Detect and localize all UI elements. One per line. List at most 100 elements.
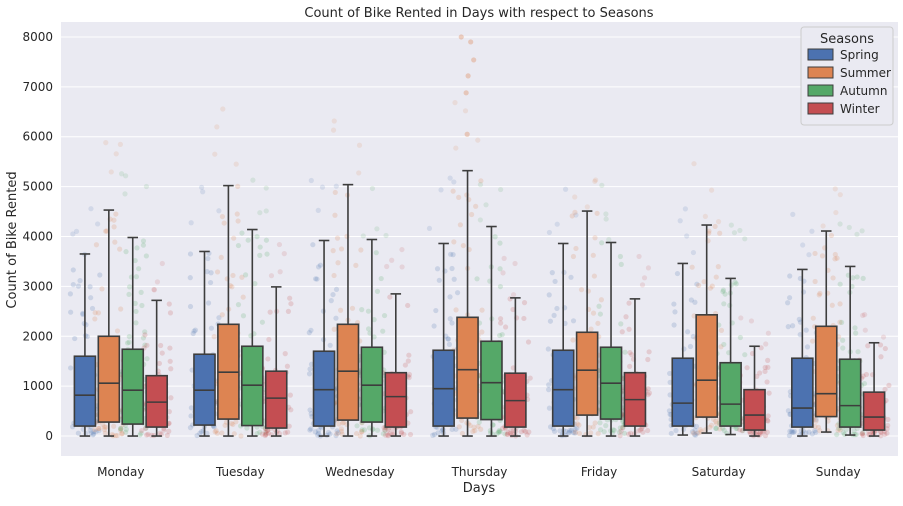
strip-point <box>77 278 83 284</box>
strip-point <box>861 381 868 387</box>
strip-point <box>733 281 739 287</box>
strip-point <box>234 211 240 217</box>
strip-point <box>472 428 478 434</box>
strip-point <box>239 274 245 280</box>
strip-point <box>885 422 891 429</box>
strip-point <box>144 342 150 348</box>
strip-point <box>111 423 117 429</box>
strip-point <box>765 357 771 363</box>
strip-point <box>333 183 339 189</box>
strip-point <box>434 266 441 272</box>
strip-point <box>797 332 803 338</box>
strip-point <box>853 330 859 336</box>
strip-point <box>565 430 572 436</box>
strip-point <box>67 365 74 371</box>
strip-point <box>597 427 604 433</box>
strip-point <box>216 208 222 214</box>
strip-point <box>285 429 291 435</box>
strip-point <box>862 312 868 318</box>
strip-point <box>405 358 411 364</box>
strip-point <box>263 185 269 191</box>
strip-point <box>832 186 838 192</box>
strip-point <box>673 427 679 434</box>
strip-point <box>204 269 210 275</box>
strip-point <box>748 318 755 324</box>
strip-point <box>197 430 203 436</box>
strip-point <box>102 430 109 436</box>
strip-point <box>199 184 205 190</box>
strip-point <box>151 286 157 293</box>
strip-point <box>353 431 360 437</box>
legend-title: Seasons <box>820 32 874 47</box>
legend-swatch-spring <box>807 48 834 61</box>
strip-point <box>331 272 337 279</box>
strip-point <box>590 310 597 316</box>
box-winter <box>862 391 886 431</box>
strip-point <box>886 382 892 388</box>
strip-point <box>338 428 345 434</box>
strip-point <box>603 216 609 222</box>
strip-point <box>123 429 129 435</box>
legend-label: Winter <box>840 102 880 116</box>
strip-point <box>865 343 871 349</box>
strip-point <box>702 213 708 220</box>
legend: Seasons Spring Summer Autumn Winter <box>800 26 894 126</box>
strip-point <box>97 272 103 278</box>
strip-point <box>806 252 812 258</box>
strip-point <box>222 422 228 428</box>
strip-point <box>692 427 698 433</box>
strip-point <box>809 228 815 234</box>
strip-point <box>713 418 719 424</box>
strip-point <box>117 141 123 147</box>
strip-point <box>254 431 260 437</box>
strip-point <box>244 425 250 431</box>
strip-point <box>576 430 583 437</box>
strip-point <box>381 312 388 319</box>
strip-point <box>126 284 133 290</box>
strip-point <box>696 282 702 289</box>
strip-point <box>133 320 139 326</box>
strip-point <box>688 297 694 303</box>
strip-point <box>595 431 601 437</box>
strip-point <box>228 420 235 427</box>
strip-point <box>114 432 120 439</box>
strip-point <box>108 169 114 175</box>
strip-point <box>338 246 345 252</box>
strip-point <box>308 327 314 333</box>
strip-point <box>603 423 609 429</box>
strip-point <box>80 310 86 316</box>
strip-point <box>117 246 123 252</box>
strip-point <box>119 430 125 436</box>
strip-point <box>687 343 694 350</box>
strip-point <box>448 251 454 257</box>
strip-point <box>433 307 439 314</box>
strip-point <box>569 213 575 219</box>
strip-point <box>208 270 214 276</box>
strip-point <box>709 283 715 289</box>
strip-point <box>282 430 288 436</box>
strip-point <box>469 211 475 218</box>
strip-point <box>721 427 727 434</box>
strip-point <box>113 432 119 439</box>
strip-point <box>757 430 763 436</box>
strip-point <box>252 281 258 287</box>
strip-point <box>787 295 793 301</box>
strip-point <box>88 430 94 436</box>
strip-point <box>459 417 465 423</box>
strip-point <box>142 342 148 348</box>
strip-point <box>230 272 236 279</box>
strip-point <box>449 320 455 326</box>
box-summer <box>97 335 121 423</box>
strip-point <box>859 431 866 437</box>
strip-point <box>89 305 96 312</box>
strip-point <box>188 405 195 411</box>
strip-point <box>233 419 239 425</box>
strip-point <box>338 426 345 432</box>
strip-point <box>307 407 313 413</box>
strip-point <box>747 431 754 437</box>
strip-point <box>551 312 557 318</box>
strip-point <box>282 351 288 357</box>
strip-point <box>790 323 796 329</box>
strip-point <box>689 264 695 270</box>
